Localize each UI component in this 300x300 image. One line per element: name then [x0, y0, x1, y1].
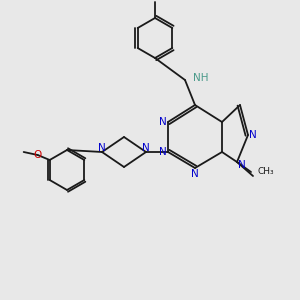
Text: N: N [238, 160, 246, 170]
Text: N: N [98, 143, 106, 153]
Text: N: N [142, 143, 150, 153]
Text: N: N [159, 147, 167, 157]
Text: N: N [191, 169, 199, 179]
Text: N: N [159, 117, 167, 127]
Text: CH₃: CH₃ [257, 167, 274, 176]
Text: O: O [34, 150, 42, 160]
Text: NH: NH [193, 73, 208, 83]
Text: N: N [249, 130, 257, 140]
